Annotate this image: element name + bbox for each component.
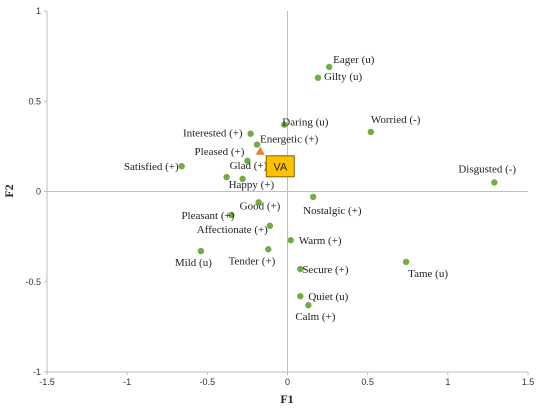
point-label: Mild (u)	[175, 257, 212, 269]
point-label: Warm (+)	[299, 235, 342, 247]
data-point	[239, 175, 246, 183]
y-tick-label: 0.5	[28, 96, 41, 106]
data-point	[309, 193, 317, 201]
data-point	[314, 74, 322, 81]
x-tick-label: 1.5	[522, 377, 535, 387]
point-label: Worried (-)	[371, 114, 421, 126]
point-label: Eager (u)	[333, 54, 375, 66]
point-label: Satisfied (+)	[124, 161, 179, 173]
point-label: Quiet (u)	[308, 291, 348, 303]
point-label: Tame (u)	[408, 268, 448, 280]
data-point	[178, 163, 185, 170]
point-label: Tender (+)	[229, 255, 276, 267]
x-axis-title: F1	[280, 392, 293, 406]
data-point	[255, 199, 262, 206]
data-point	[253, 141, 261, 148]
data-point	[228, 211, 235, 219]
data-point	[325, 63, 333, 71]
point-label: Calm (+)	[295, 311, 335, 323]
y-tick-label: 1	[36, 6, 41, 16]
data-point	[491, 179, 498, 186]
data-point	[281, 121, 288, 128]
va-label: VA	[273, 161, 288, 173]
axes: -1.5 -1 -0.5 0 0.5 1 1.5-1-0.500.51	[25, 6, 534, 387]
data-points: Eager (u) Gilty (u) Worried (-) Daring (u) I…	[124, 54, 517, 323]
y-axis-title: F2	[2, 184, 16, 197]
x-tick-label: 0	[285, 377, 290, 387]
x-tick-label: -0.5	[200, 377, 216, 387]
data-point	[305, 302, 312, 309]
va-label-box	[265, 155, 295, 178]
point-label: Glad (+)	[230, 160, 268, 172]
point-label: Pleased (+)	[195, 146, 245, 158]
point-label: Gilty (u)	[324, 71, 363, 83]
data-point	[265, 246, 272, 253]
point-label: Good (+)	[240, 200, 281, 212]
point-label: Disgusted (-)	[458, 163, 516, 175]
data-point	[197, 247, 205, 255]
point-label: Daring (u)	[282, 117, 328, 129]
data-point	[223, 173, 230, 181]
data-point	[297, 265, 304, 273]
data-point	[287, 237, 294, 244]
point-label: Nostalgic (+)	[303, 205, 362, 217]
point-label: Energetic (+)	[260, 134, 319, 146]
y-tick-label: -0.5	[25, 277, 41, 287]
point-label: Happy (+)	[229, 179, 275, 191]
data-point	[247, 130, 254, 137]
va-group: VA	[255, 146, 295, 178]
point-label: Secure (+)	[302, 264, 349, 276]
x-tick-label: -1.5	[39, 377, 55, 387]
data-point	[402, 258, 410, 266]
data-point	[367, 128, 375, 136]
y-tick-label: -1	[33, 367, 41, 377]
data-point	[244, 157, 251, 165]
point-label: Pleasant (+)	[181, 210, 234, 222]
data-point	[266, 222, 274, 229]
va-marker-triangle	[255, 146, 265, 155]
x-tick-label: 1	[445, 377, 450, 387]
y-tick-label: 0	[36, 187, 41, 197]
data-point	[297, 292, 304, 300]
point-label: Interested (+)	[183, 128, 243, 140]
point-label: Affectionate (+)	[197, 224, 268, 236]
x-tick-label: -1	[123, 377, 131, 387]
x-tick-label: 0.5	[361, 377, 374, 387]
